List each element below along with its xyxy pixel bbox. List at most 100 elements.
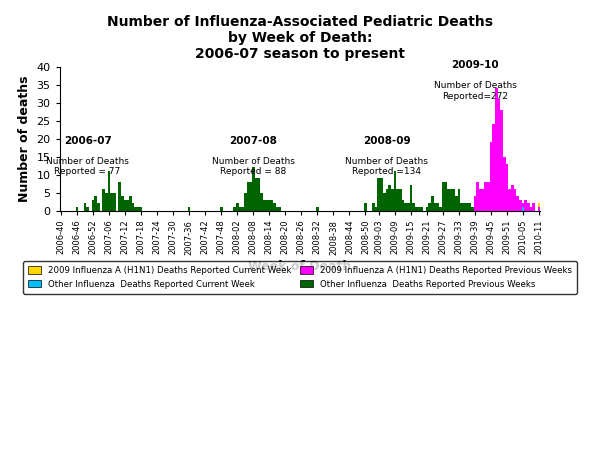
Bar bbox=[121, 196, 124, 211]
Bar bbox=[508, 207, 511, 211]
Bar bbox=[506, 164, 508, 211]
Bar bbox=[503, 157, 506, 211]
Bar bbox=[511, 207, 514, 211]
Bar bbox=[401, 200, 404, 211]
Bar bbox=[249, 182, 252, 211]
Bar bbox=[431, 196, 434, 211]
Bar bbox=[479, 200, 482, 211]
Bar bbox=[83, 203, 86, 211]
Bar bbox=[383, 193, 386, 211]
Bar bbox=[469, 203, 471, 211]
Bar bbox=[447, 189, 449, 211]
Bar bbox=[316, 207, 319, 211]
Bar bbox=[377, 178, 380, 211]
Bar bbox=[514, 189, 517, 211]
Bar bbox=[490, 185, 493, 211]
Bar bbox=[522, 207, 524, 211]
Bar bbox=[444, 182, 447, 211]
Bar bbox=[388, 185, 391, 211]
Bar bbox=[265, 200, 268, 211]
Text: Number of Deaths
Reported = 88: Number of Deaths Reported = 88 bbox=[212, 157, 295, 176]
Bar bbox=[110, 193, 113, 211]
Bar bbox=[471, 207, 473, 211]
Bar bbox=[434, 203, 436, 211]
Bar bbox=[511, 185, 514, 211]
Bar bbox=[239, 207, 241, 211]
Bar bbox=[519, 200, 522, 211]
Text: Number of Deaths
Reported =134: Number of Deaths Reported =134 bbox=[346, 157, 428, 176]
Bar bbox=[517, 207, 519, 211]
Bar bbox=[386, 189, 388, 211]
Bar bbox=[479, 189, 482, 211]
Bar bbox=[415, 207, 418, 211]
Bar bbox=[532, 203, 535, 211]
Bar bbox=[487, 182, 490, 211]
Bar bbox=[97, 203, 100, 211]
Bar bbox=[495, 88, 498, 211]
Text: 2007-08: 2007-08 bbox=[229, 136, 277, 146]
Y-axis label: Number of deaths: Number of deaths bbox=[18, 76, 31, 202]
Bar bbox=[458, 189, 460, 211]
Bar bbox=[442, 182, 444, 211]
Bar bbox=[105, 193, 107, 211]
Bar bbox=[396, 189, 399, 211]
Bar bbox=[490, 142, 493, 211]
Bar bbox=[107, 171, 110, 211]
Bar bbox=[244, 193, 247, 211]
Bar bbox=[484, 182, 487, 211]
Bar bbox=[94, 196, 97, 211]
Bar bbox=[463, 203, 466, 211]
Bar bbox=[404, 203, 407, 211]
Bar bbox=[129, 196, 131, 211]
Bar bbox=[254, 178, 257, 211]
Bar bbox=[412, 203, 415, 211]
Bar bbox=[220, 207, 223, 211]
Bar bbox=[113, 193, 116, 211]
Bar bbox=[530, 207, 532, 211]
Bar bbox=[399, 189, 401, 211]
Bar bbox=[425, 207, 428, 211]
Bar bbox=[233, 207, 236, 211]
Bar bbox=[522, 203, 524, 211]
Bar bbox=[76, 207, 78, 211]
Bar bbox=[410, 185, 412, 211]
Bar bbox=[527, 203, 530, 211]
Bar bbox=[439, 207, 442, 211]
Bar bbox=[524, 207, 527, 211]
Bar bbox=[271, 200, 273, 211]
Bar bbox=[538, 203, 541, 207]
Bar bbox=[487, 207, 490, 211]
Bar bbox=[506, 203, 508, 211]
Bar bbox=[247, 182, 249, 211]
Bar bbox=[455, 196, 458, 211]
Bar bbox=[418, 207, 420, 211]
Bar bbox=[118, 182, 121, 211]
Bar bbox=[517, 196, 519, 211]
Bar bbox=[134, 207, 137, 211]
Bar bbox=[137, 207, 140, 211]
Bar bbox=[484, 203, 487, 211]
X-axis label: Week of Death: Week of Death bbox=[248, 260, 352, 273]
Bar bbox=[260, 193, 263, 211]
Bar bbox=[449, 189, 452, 211]
Bar bbox=[498, 200, 500, 211]
Bar bbox=[252, 167, 254, 211]
Bar bbox=[466, 203, 469, 211]
Bar bbox=[391, 189, 394, 211]
Bar bbox=[241, 207, 244, 211]
Text: Number of Deaths
Reported = 77: Number of Deaths Reported = 77 bbox=[46, 157, 129, 176]
Bar bbox=[420, 207, 423, 211]
Bar bbox=[407, 203, 410, 211]
Bar bbox=[375, 207, 377, 211]
Bar bbox=[372, 203, 375, 211]
Bar bbox=[482, 189, 484, 211]
Bar bbox=[236, 203, 239, 211]
Bar bbox=[131, 203, 134, 211]
Bar bbox=[124, 200, 127, 211]
Bar bbox=[257, 178, 260, 211]
Bar bbox=[460, 203, 463, 211]
Bar bbox=[498, 99, 500, 211]
Bar bbox=[428, 203, 431, 211]
Bar bbox=[188, 207, 190, 211]
Text: Number of Deaths
Reported=272: Number of Deaths Reported=272 bbox=[434, 81, 517, 100]
